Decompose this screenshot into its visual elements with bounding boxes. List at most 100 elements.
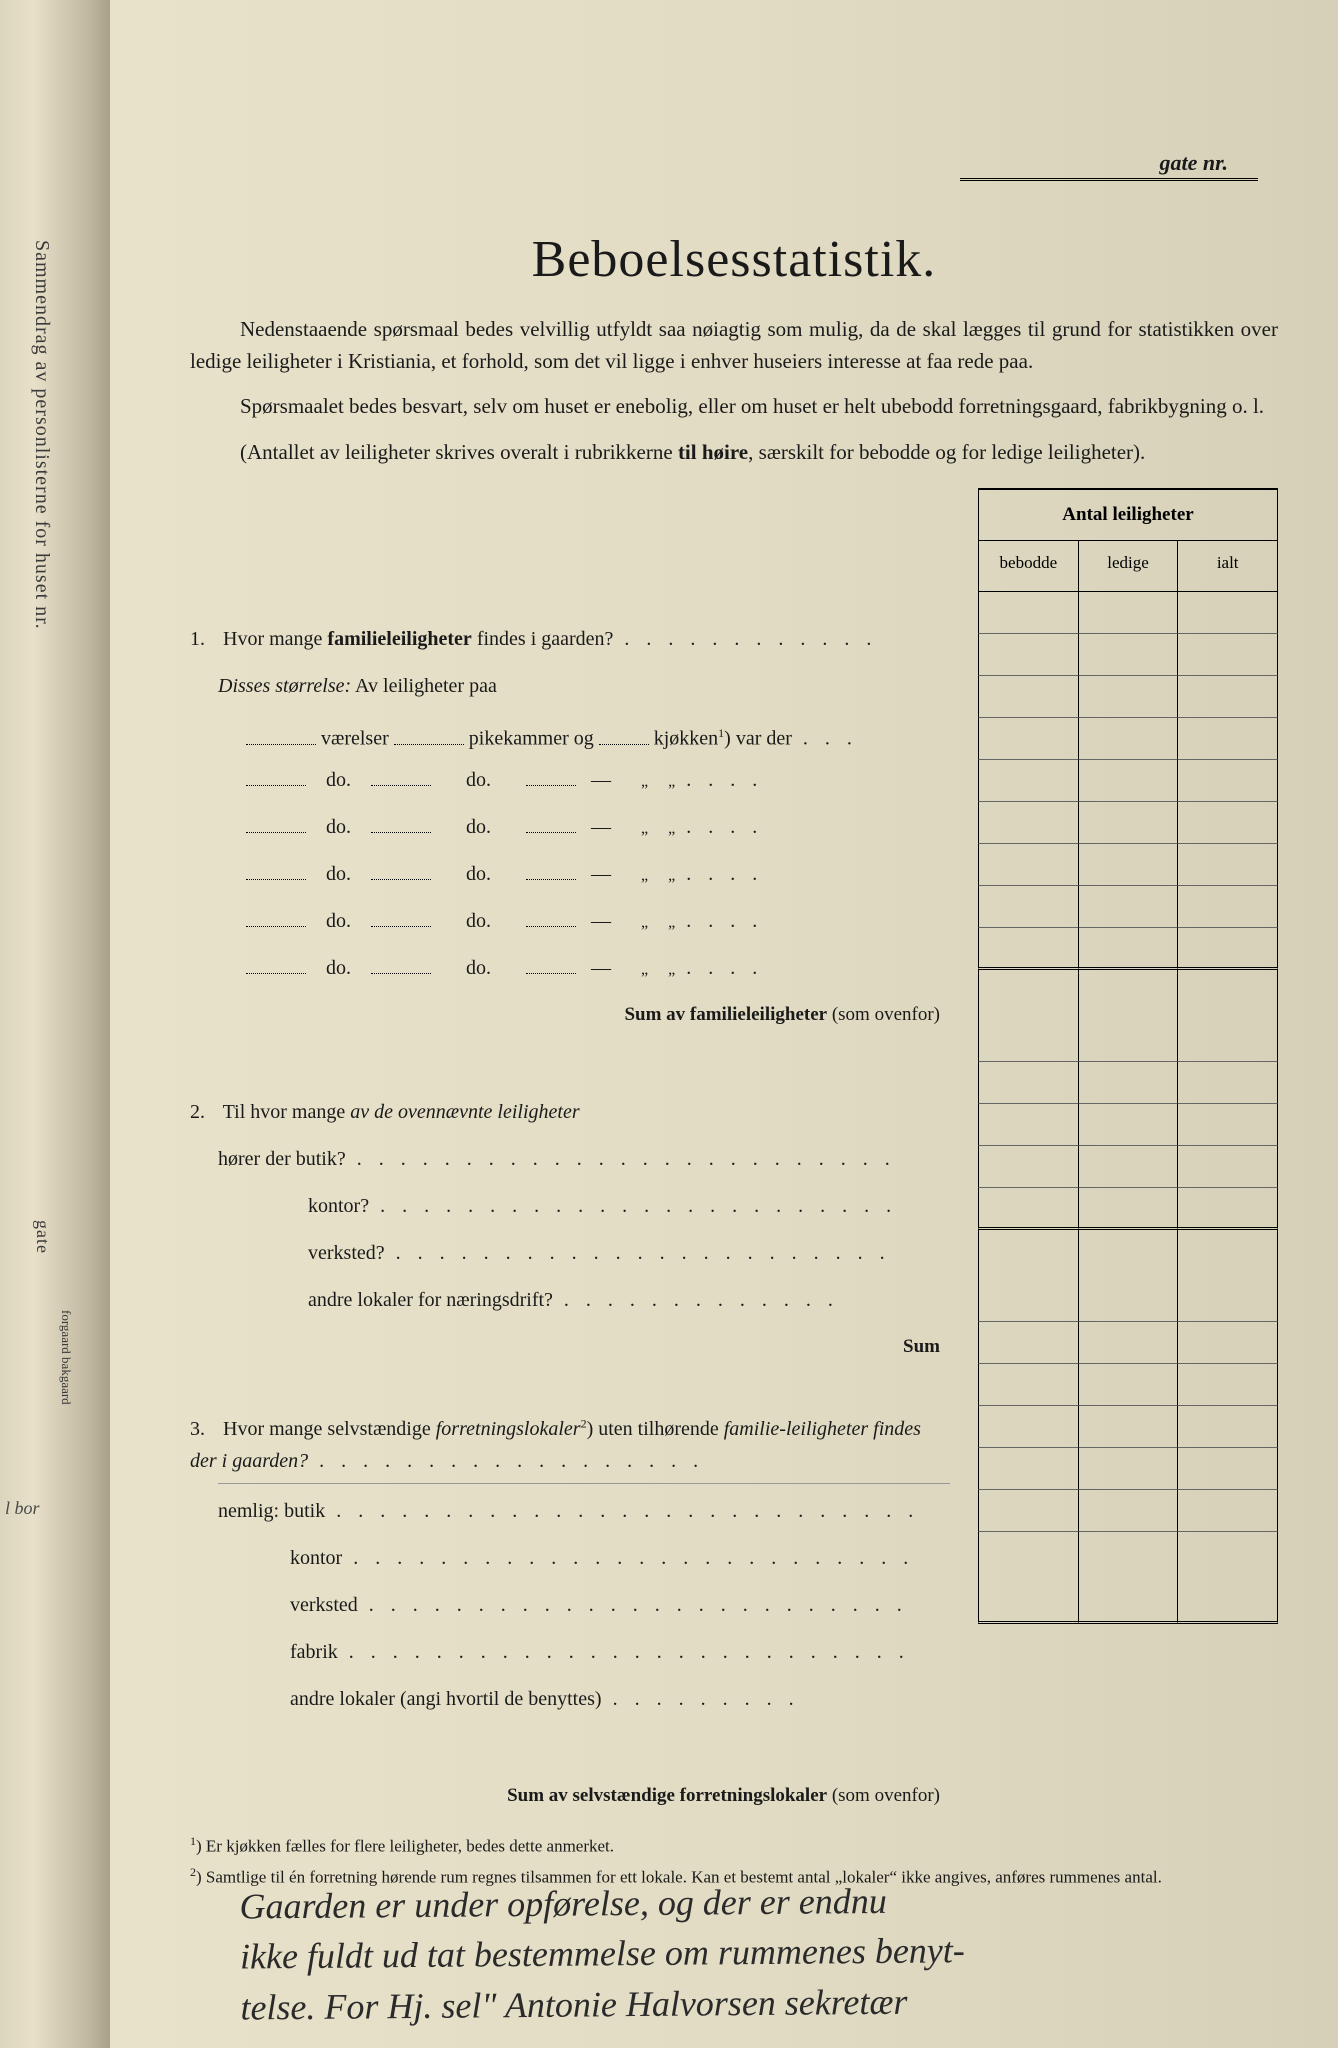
cell[interactable] bbox=[1078, 1406, 1178, 1448]
field[interactable] bbox=[246, 909, 306, 927]
field[interactable] bbox=[371, 862, 431, 880]
cell[interactable] bbox=[1078, 1020, 1178, 1062]
field[interactable] bbox=[371, 909, 431, 927]
cell[interactable] bbox=[1078, 886, 1178, 928]
cell[interactable] bbox=[1078, 718, 1178, 760]
cell[interactable] bbox=[978, 1280, 1078, 1322]
cell[interactable] bbox=[978, 1490, 1078, 1532]
q3-sum-b: (som ovenfor) bbox=[827, 1785, 940, 1806]
field[interactable] bbox=[526, 815, 576, 833]
cell[interactable] bbox=[978, 1448, 1078, 1490]
cell[interactable] bbox=[1078, 676, 1178, 718]
cell[interactable] bbox=[1177, 676, 1278, 718]
cell-sum[interactable] bbox=[1078, 928, 1178, 970]
cell[interactable] bbox=[1078, 1322, 1178, 1364]
field-vaerelser[interactable] bbox=[246, 727, 316, 745]
cell[interactable] bbox=[978, 718, 1078, 760]
q3-verksted: verksted . . . . . . . . . . . . . . . .… bbox=[190, 1584, 950, 1626]
cell[interactable] bbox=[1078, 634, 1178, 676]
cell[interactable] bbox=[1177, 1146, 1278, 1188]
dots: . . . . . . . . . . . . . . . . . . . . … bbox=[338, 1641, 910, 1663]
cell[interactable] bbox=[1177, 1280, 1278, 1322]
cell[interactable] bbox=[978, 676, 1078, 718]
cell[interactable] bbox=[978, 1104, 1078, 1146]
field-kjokken[interactable] bbox=[599, 727, 649, 745]
dots: . . . . . . . . . . . . . . . . . . . . … bbox=[346, 1148, 896, 1170]
cell[interactable] bbox=[1078, 1280, 1178, 1322]
cell-sum[interactable] bbox=[978, 1188, 1078, 1230]
cell-sum[interactable] bbox=[1177, 928, 1278, 970]
cell[interactable] bbox=[1177, 718, 1278, 760]
cell[interactable] bbox=[1177, 886, 1278, 928]
field[interactable] bbox=[246, 815, 306, 833]
cell[interactable] bbox=[1078, 1104, 1178, 1146]
quot: „ bbox=[641, 961, 648, 978]
dots: . . . bbox=[792, 728, 858, 750]
cell-sum[interactable] bbox=[978, 1582, 1078, 1624]
q1-sub: Disses størrelse: Av leiligheter paa bbox=[190, 665, 950, 707]
cell[interactable] bbox=[1177, 1020, 1278, 1062]
cell-sum[interactable] bbox=[1078, 1188, 1178, 1230]
cell[interactable] bbox=[1177, 592, 1278, 634]
cell[interactable] bbox=[1177, 1448, 1278, 1490]
cell[interactable] bbox=[1177, 634, 1278, 676]
q3-butik: nemlig: butik . . . . . . . . . . . . . … bbox=[190, 1490, 950, 1532]
cell[interactable] bbox=[1177, 1322, 1278, 1364]
cell[interactable] bbox=[1177, 760, 1278, 802]
cell[interactable] bbox=[978, 802, 1078, 844]
handwritten-note: Gaarden er under opførelse, og der er en… bbox=[239, 1872, 1278, 2032]
cell[interactable] bbox=[1078, 1364, 1178, 1406]
field[interactable] bbox=[246, 862, 306, 880]
cell[interactable] bbox=[978, 1322, 1078, 1364]
cell[interactable] bbox=[978, 1406, 1078, 1448]
cell[interactable] bbox=[1177, 1062, 1278, 1104]
field-pikekammer[interactable] bbox=[394, 727, 464, 745]
questions-area: 1. Hvor mange familieleiligheter findes … bbox=[190, 488, 950, 1817]
spacer bbox=[978, 1230, 1078, 1280]
cell-sum[interactable] bbox=[1078, 1582, 1178, 1624]
field[interactable] bbox=[526, 862, 576, 880]
cell[interactable] bbox=[1177, 1364, 1278, 1406]
cell[interactable] bbox=[1177, 1406, 1278, 1448]
field[interactable] bbox=[246, 768, 306, 786]
cell[interactable] bbox=[978, 1062, 1078, 1104]
field[interactable] bbox=[246, 956, 306, 974]
spacer bbox=[1078, 1230, 1178, 1280]
cell[interactable] bbox=[978, 844, 1078, 886]
field[interactable] bbox=[371, 956, 431, 974]
cell[interactable] bbox=[1078, 802, 1178, 844]
cell[interactable] bbox=[1078, 1062, 1178, 1104]
cell[interactable] bbox=[978, 760, 1078, 802]
spine-bor: l bor bbox=[5, 1498, 40, 1519]
q1-num: 1. bbox=[190, 618, 218, 660]
cell[interactable] bbox=[1078, 844, 1178, 886]
cell[interactable] bbox=[978, 886, 1078, 928]
cell[interactable] bbox=[1177, 802, 1278, 844]
q2-butik: hører der butik? . . . . . . . . . . . .… bbox=[190, 1138, 950, 1180]
cell[interactable] bbox=[1177, 844, 1278, 886]
dots: . . . . . . . . . . . . . . . . . . . . … bbox=[385, 1242, 891, 1264]
field[interactable] bbox=[371, 768, 431, 786]
field[interactable] bbox=[526, 768, 576, 786]
cell[interactable] bbox=[1078, 1448, 1178, 1490]
cell-sum[interactable] bbox=[978, 928, 1078, 970]
cell[interactable] bbox=[1078, 760, 1178, 802]
cell[interactable] bbox=[1078, 592, 1178, 634]
do: do. bbox=[326, 769, 351, 791]
field[interactable] bbox=[526, 956, 576, 974]
cell[interactable] bbox=[978, 634, 1078, 676]
q3-f: fabrik bbox=[290, 1641, 338, 1663]
cell-sum[interactable] bbox=[1177, 1188, 1278, 1230]
cell[interactable] bbox=[978, 592, 1078, 634]
field[interactable] bbox=[371, 815, 431, 833]
cell[interactable] bbox=[978, 1020, 1078, 1062]
cell[interactable] bbox=[1078, 1146, 1178, 1188]
cell[interactable] bbox=[1078, 1490, 1178, 1532]
cell[interactable] bbox=[1177, 1490, 1278, 1532]
cell[interactable] bbox=[1177, 1104, 1278, 1146]
cell[interactable] bbox=[978, 1146, 1078, 1188]
field[interactable] bbox=[526, 909, 576, 927]
dots: . . . . . . . . . . . . . . . . . . bbox=[308, 1450, 704, 1472]
cell[interactable] bbox=[978, 1364, 1078, 1406]
cell-sum[interactable] bbox=[1177, 1582, 1278, 1624]
